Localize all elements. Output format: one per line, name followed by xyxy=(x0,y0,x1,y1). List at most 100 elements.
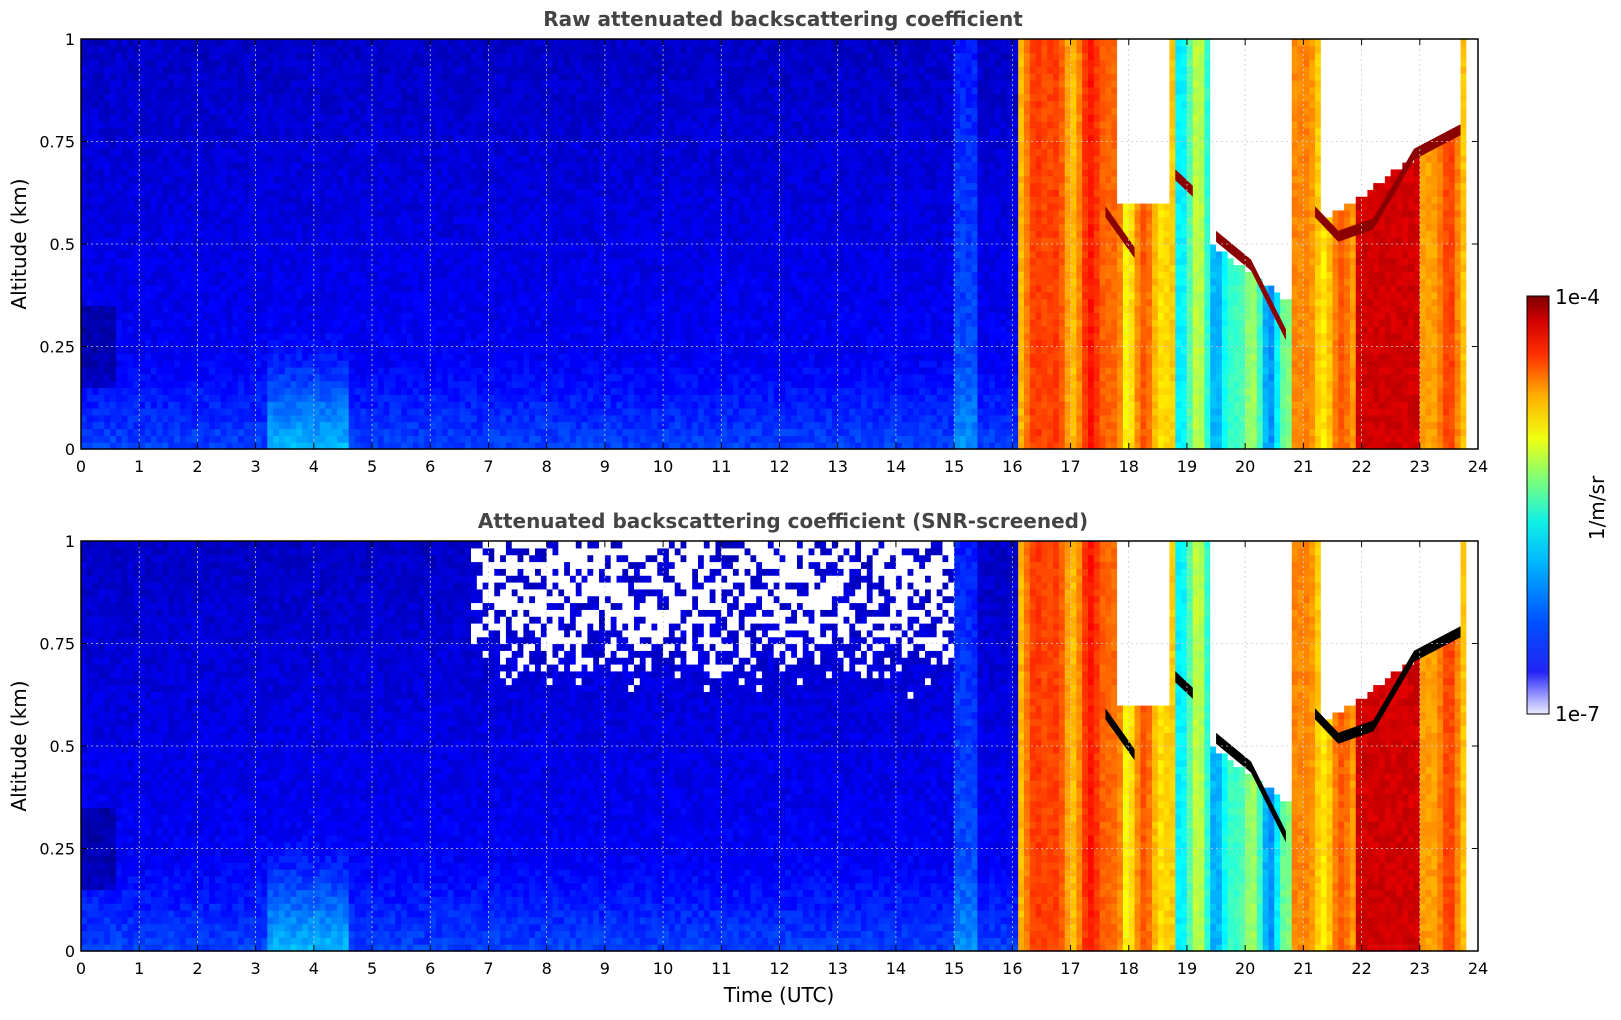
heatmap-cell xyxy=(98,114,104,121)
heatmap-cell xyxy=(302,183,308,190)
heatmap-cell xyxy=(454,374,460,381)
heatmap-cell xyxy=(325,408,331,415)
heatmap-cell xyxy=(128,66,134,73)
heatmap-cell xyxy=(314,353,320,360)
heatmap-cell xyxy=(471,203,477,210)
heatmap-cell xyxy=(355,394,361,401)
heatmap-cell xyxy=(494,408,500,415)
heatmap-cell xyxy=(209,155,215,162)
heatmap-cell xyxy=(139,94,145,101)
heatmap-cell xyxy=(343,80,349,87)
heatmap-cell xyxy=(372,107,378,114)
heatmap-cell xyxy=(215,292,221,299)
heatmap-cell xyxy=(331,333,337,340)
heatmap-cell xyxy=(355,292,361,299)
heatmap-cell xyxy=(209,408,215,415)
heatmap-cell xyxy=(139,306,145,313)
heatmap-cell xyxy=(419,353,425,360)
heatmap-cell xyxy=(448,87,454,94)
heatmap-cell xyxy=(116,312,122,319)
heatmap-cell xyxy=(430,162,436,169)
heatmap-cell xyxy=(436,114,442,121)
heatmap-cell xyxy=(500,196,506,203)
heatmap-cell xyxy=(355,278,361,285)
heatmap-cell xyxy=(413,189,419,196)
heatmap-cell xyxy=(355,388,361,395)
heatmap-cell xyxy=(291,292,297,299)
heatmap-cell xyxy=(430,292,436,299)
heatmap-cell xyxy=(500,333,506,340)
heatmap-cell xyxy=(436,258,442,265)
heatmap-cell xyxy=(337,203,343,210)
heatmap-cell xyxy=(465,80,471,87)
heatmap-cell xyxy=(296,101,302,108)
heatmap-cell xyxy=(337,230,343,237)
heatmap-cell xyxy=(285,128,291,135)
heatmap-cell xyxy=(261,415,267,422)
heatmap-cell xyxy=(296,292,302,299)
heatmap-cell xyxy=(180,114,186,121)
heatmap-cell xyxy=(430,415,436,422)
heatmap-cell xyxy=(291,401,297,408)
heatmap-cell xyxy=(110,244,116,251)
heatmap-cell xyxy=(459,258,465,265)
heatmap-cell xyxy=(413,244,419,251)
heatmap-cell xyxy=(197,401,203,408)
heatmap-cell xyxy=(465,319,471,326)
heatmap-cell xyxy=(110,394,116,401)
heatmap-cell xyxy=(232,189,238,196)
heatmap-cell xyxy=(320,210,326,217)
heatmap-cell xyxy=(378,128,384,135)
heatmap-cell xyxy=(116,333,122,340)
heatmap-cell xyxy=(337,80,343,87)
heatmap-cell xyxy=(471,340,477,347)
heatmap-cell xyxy=(244,381,250,388)
heatmap-cell xyxy=(349,271,355,278)
heatmap-cell xyxy=(523,306,529,313)
heatmap-cell xyxy=(471,60,477,67)
heatmap-cell xyxy=(227,237,233,244)
heatmap-cell xyxy=(81,374,87,381)
heatmap-cell xyxy=(360,353,366,360)
heatmap-cell xyxy=(116,101,122,108)
heatmap-cell xyxy=(413,401,419,408)
heatmap-cell xyxy=(378,333,384,340)
heatmap-cell xyxy=(203,176,209,183)
heatmap-cell xyxy=(337,415,343,422)
heatmap-cell xyxy=(128,360,134,367)
heatmap-cell xyxy=(320,73,326,80)
heatmap-cell xyxy=(320,60,326,67)
heatmap-cell xyxy=(384,196,390,203)
heatmap-cell xyxy=(145,203,151,210)
heatmap-cell xyxy=(162,217,168,224)
heatmap-cell xyxy=(454,360,460,367)
heatmap-cell xyxy=(296,360,302,367)
heatmap-cell xyxy=(285,135,291,142)
heatmap-cell xyxy=(151,107,157,114)
heatmap-cell xyxy=(122,189,128,196)
heatmap-cell xyxy=(314,251,320,258)
heatmap-cell xyxy=(459,347,465,354)
heatmap-cell xyxy=(372,80,378,87)
heatmap-cell xyxy=(477,285,483,292)
heatmap-cell xyxy=(337,142,343,149)
heatmap-cell xyxy=(87,422,93,429)
heatmap-cell xyxy=(162,73,168,80)
heatmap-cell xyxy=(227,306,233,313)
heatmap-cell xyxy=(454,39,460,46)
heatmap-cell xyxy=(209,299,215,306)
heatmap-cell xyxy=(291,340,297,347)
heatmap-cell xyxy=(355,299,361,306)
heatmap-cell xyxy=(459,80,465,87)
heatmap-cell xyxy=(436,121,442,128)
heatmap-cell xyxy=(98,73,104,80)
heatmap-cell xyxy=(209,107,215,114)
heatmap-cell xyxy=(378,360,384,367)
heatmap-cell xyxy=(349,381,355,388)
heatmap-cell xyxy=(331,80,337,87)
heatmap-cell xyxy=(506,155,512,162)
heatmap-cell xyxy=(128,292,134,299)
heatmap-cell xyxy=(197,408,203,415)
heatmap-cell xyxy=(442,101,448,108)
heatmap-cell xyxy=(186,230,192,237)
